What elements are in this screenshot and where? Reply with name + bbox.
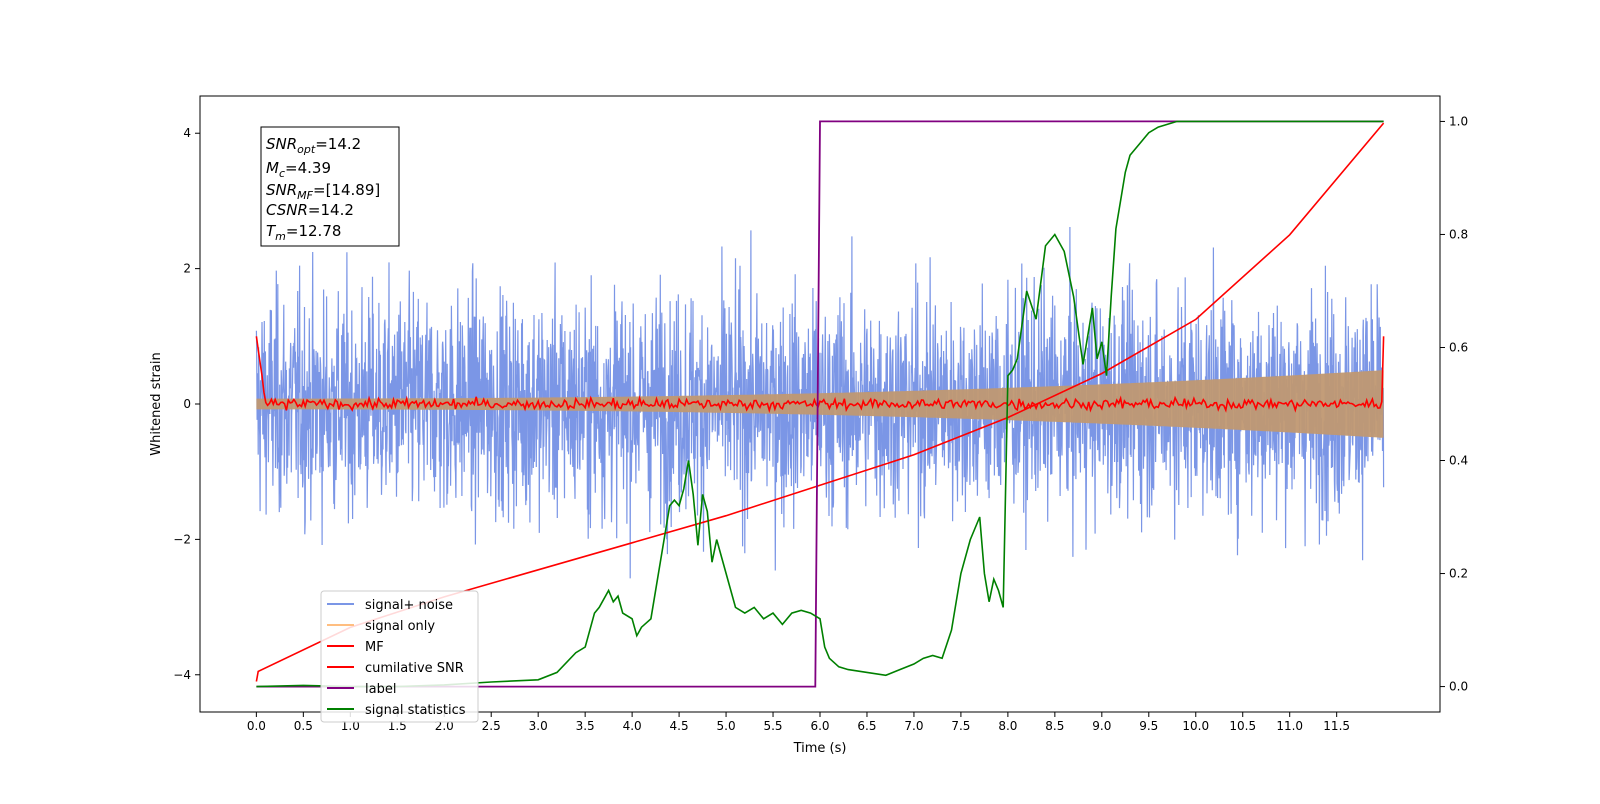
x-tick-label: 2.5 xyxy=(482,719,501,733)
x-axis-label: Time (s) xyxy=(793,741,847,756)
x-tick-label: 0.0 xyxy=(247,719,266,733)
annotation-box: SNRopt=14.2 Mc=4.39 SNRMF=[14.89] CSNR=1… xyxy=(260,126,400,247)
annotation-tm: Tm=12.78 xyxy=(266,222,341,243)
legend-label-signal-only: signal only xyxy=(365,619,435,634)
annotation-snr-mf: SNRMF=[14.89] xyxy=(266,181,380,202)
x-tick-label: 0.5 xyxy=(294,719,313,733)
x-tick-label: 5.0 xyxy=(717,719,736,733)
x-tick-label: 5.5 xyxy=(763,719,782,733)
x-tick-label: 3.0 xyxy=(529,719,548,733)
series-label xyxy=(256,120,1384,688)
x-tick-label: 10.5 xyxy=(1229,719,1256,733)
x-tick-label: 7.5 xyxy=(951,719,970,733)
x-tick-label: 8.0 xyxy=(998,719,1017,733)
x-tick-label: 11.0 xyxy=(1276,719,1303,733)
x-tick-label: 10.0 xyxy=(1182,719,1209,733)
x-tick-label: 11.5 xyxy=(1323,719,1350,733)
y-tick-label: −2 xyxy=(173,532,191,546)
x-tick-label: 3.5 xyxy=(576,719,595,733)
annotation-csnr: CSNR=14.2 xyxy=(266,201,354,219)
x-tick-label: 4.0 xyxy=(623,719,642,733)
legend-frame xyxy=(320,590,479,723)
x-tick-label: 9.0 xyxy=(1092,719,1111,733)
y2-tick-label: 0.0 xyxy=(1449,680,1468,694)
y-tick-label: −4 xyxy=(173,668,191,682)
annotation-frame xyxy=(260,126,400,247)
series-signal-statistics xyxy=(256,120,1384,688)
x-tick-label: 6.5 xyxy=(857,719,876,733)
y2-tick-label: 0.8 xyxy=(1449,227,1468,241)
y2-tick-label: 0.2 xyxy=(1449,567,1468,581)
series-mf xyxy=(255,336,1385,414)
y-tick-label: 4 xyxy=(183,126,191,140)
annotation-snr-opt: SNRopt=14.2 xyxy=(266,135,361,156)
x-tick-label: 6.0 xyxy=(810,719,829,733)
y-tick-label: 2 xyxy=(183,262,191,276)
legend-label-cumulative-snr: cumilative SNR xyxy=(365,661,464,676)
y-axis-label: Whitened strain xyxy=(149,352,164,455)
series-signal-noise xyxy=(255,226,1385,579)
y2-tick-label: 0.6 xyxy=(1449,340,1468,354)
series-signal-only xyxy=(256,370,1384,438)
legend-label-signal-statistics: signal statistics xyxy=(365,703,466,718)
legend-label-label: label xyxy=(365,682,396,697)
annotation-mc: Mc=4.39 xyxy=(266,159,331,180)
y2-tick-label: 1.0 xyxy=(1449,114,1468,128)
y-tick-label: 0 xyxy=(183,397,191,411)
x-tick-label: 4.5 xyxy=(670,719,689,733)
legend-label-mf: MF xyxy=(365,640,384,655)
legend: signal+ noise signal only MF cumilative … xyxy=(320,590,479,723)
legend-label-signal-noise: signal+ noise xyxy=(365,598,453,613)
x-tick-label: 7.0 xyxy=(904,719,923,733)
y2-tick-label: 0.4 xyxy=(1449,454,1468,468)
x-tick-label: 9.5 xyxy=(1139,719,1158,733)
x-tick-label: 8.5 xyxy=(1045,719,1064,733)
